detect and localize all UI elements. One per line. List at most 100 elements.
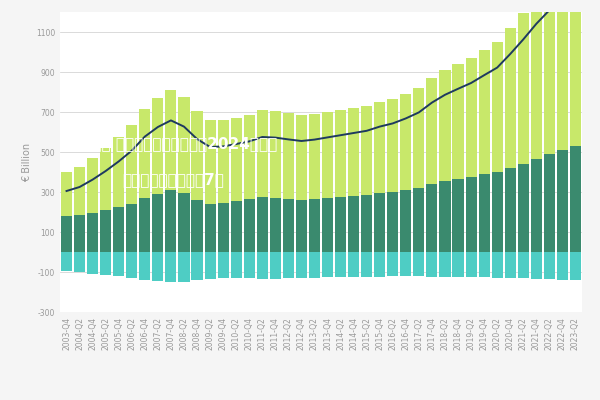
Bar: [296, 252, 307, 278]
Bar: [531, 159, 542, 252]
Bar: [361, 195, 372, 252]
Bar: [205, 204, 215, 252]
Bar: [400, 190, 412, 252]
Bar: [205, 120, 215, 204]
Bar: [531, 252, 542, 279]
Bar: [178, 252, 190, 282]
Bar: [244, 199, 255, 252]
Bar: [218, 120, 229, 203]
Bar: [452, 252, 464, 277]
Bar: [557, 0, 568, 150]
Bar: [452, 179, 464, 252]
Bar: [491, 172, 503, 252]
Bar: [400, 94, 412, 190]
Bar: [166, 90, 176, 190]
Bar: [413, 88, 424, 188]
Bar: [100, 148, 111, 210]
Bar: [427, 252, 437, 277]
Bar: [191, 252, 203, 280]
Bar: [309, 199, 320, 252]
Bar: [74, 252, 85, 272]
Bar: [257, 252, 268, 279]
Bar: [570, 0, 581, 146]
Bar: [427, 184, 437, 252]
Bar: [479, 252, 490, 277]
Bar: [570, 252, 581, 280]
Bar: [74, 167, 85, 215]
Bar: [230, 118, 242, 201]
Bar: [296, 115, 307, 200]
Bar: [61, 252, 72, 271]
Bar: [387, 99, 398, 192]
Bar: [87, 252, 98, 274]
Bar: [178, 193, 190, 252]
Bar: [518, 13, 529, 164]
Bar: [152, 98, 163, 194]
Bar: [544, 252, 555, 279]
Bar: [557, 150, 568, 252]
Bar: [505, 168, 516, 252]
Bar: [452, 64, 464, 179]
Bar: [139, 252, 151, 280]
Bar: [152, 194, 163, 252]
Bar: [427, 78, 437, 184]
Bar: [270, 252, 281, 279]
Bar: [257, 110, 268, 197]
Bar: [570, 146, 581, 252]
Bar: [479, 50, 490, 174]
Bar: [139, 109, 151, 198]
Bar: [257, 197, 268, 252]
Bar: [439, 252, 451, 277]
Bar: [152, 252, 163, 281]
Bar: [113, 137, 124, 207]
Bar: [531, 0, 542, 159]
Bar: [322, 252, 333, 278]
Bar: [335, 252, 346, 277]
Bar: [413, 252, 424, 276]
Bar: [361, 252, 372, 277]
Bar: [518, 164, 529, 252]
Bar: [374, 193, 385, 252]
Bar: [113, 207, 124, 252]
Bar: [270, 198, 281, 252]
Bar: [322, 198, 333, 252]
Bar: [348, 196, 359, 252]
Bar: [296, 200, 307, 252]
Bar: [348, 252, 359, 277]
Bar: [544, 0, 555, 154]
Bar: [283, 252, 294, 278]
Bar: [230, 201, 242, 252]
Bar: [518, 252, 529, 278]
Bar: [126, 125, 137, 204]
Bar: [166, 252, 176, 282]
Bar: [205, 252, 215, 279]
Bar: [466, 177, 476, 252]
Bar: [191, 200, 203, 252]
Bar: [87, 158, 98, 213]
Bar: [283, 199, 294, 252]
Bar: [166, 190, 176, 252]
Text: 汽车产量跃至全球第7位: 汽车产量跃至全球第7位: [122, 172, 224, 188]
Bar: [439, 70, 451, 181]
Bar: [218, 203, 229, 252]
Y-axis label: € Billion: € Billion: [22, 142, 32, 182]
Bar: [413, 188, 424, 252]
Bar: [361, 106, 372, 195]
Bar: [244, 115, 255, 199]
Bar: [100, 252, 111, 275]
Bar: [191, 111, 203, 200]
Bar: [387, 192, 398, 252]
Bar: [557, 252, 568, 280]
Bar: [61, 172, 72, 216]
Bar: [230, 252, 242, 278]
Bar: [126, 252, 137, 278]
Bar: [87, 213, 98, 252]
Bar: [335, 197, 346, 252]
Bar: [466, 58, 476, 177]
Bar: [479, 174, 490, 252]
Bar: [218, 252, 229, 278]
Bar: [400, 252, 412, 276]
Bar: [309, 114, 320, 199]
Bar: [544, 154, 555, 252]
Bar: [348, 108, 359, 196]
